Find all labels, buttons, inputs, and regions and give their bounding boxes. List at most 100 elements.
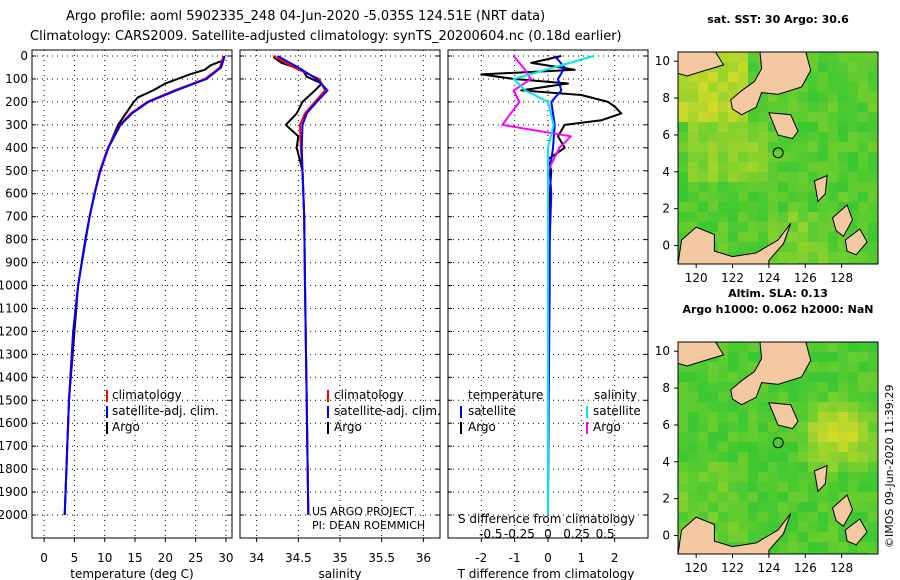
map-cell [788,242,799,253]
land-mass [678,52,725,77]
map-cell [868,202,878,213]
map-cell [868,522,878,533]
map-cell [868,92,878,103]
map-cell [858,72,869,83]
map-cell [708,122,719,133]
map-cell [688,172,699,183]
map-cell [698,432,709,443]
map-cell [828,472,839,483]
map-cell [678,182,689,193]
map-cell [758,512,769,523]
map-cell [758,122,769,133]
map-cell [768,542,779,553]
map-cell [768,432,779,443]
sst-map-ticks: 120 122 124 126 128 0 2 4 6 8 10 [655,54,853,285]
map-cell [828,162,839,173]
map-cell [698,82,709,93]
map-cell [858,212,869,223]
salinity-plot-frame [239,49,441,539]
credit-pi: PI: DEAN ROEMMICH [312,519,425,532]
map-cell [698,222,709,233]
map-cell [738,82,749,93]
map-cell [788,482,799,493]
map-cell [848,422,859,433]
map-cell [868,62,878,73]
sst-map-frame [677,51,879,265]
map-cell [818,452,829,463]
map-cell [718,52,729,63]
map-cell [858,392,869,403]
map-cell [748,182,759,193]
map-cell [748,402,759,413]
map-cell [758,382,769,393]
map-cell [868,132,878,143]
map-cell [678,422,689,433]
map-cell [708,442,719,453]
sst-map-title: sat. SST: 30 Argo: 30.6 [707,13,849,26]
map-cell [858,222,869,233]
map-cell [868,212,878,223]
map-cell [748,482,759,493]
map-cell [868,122,878,133]
map-cell [728,222,739,233]
temperature-grid [32,50,232,538]
map-cell [798,242,809,253]
s-tick-label: 0.25 [563,527,590,541]
map-cell [848,52,859,63]
salinity-axis-label: salinity [318,567,361,580]
map-cell [758,392,769,403]
map-cell [858,202,869,213]
depth-tick-label: 500 [5,164,28,178]
map-cell [688,212,699,223]
map-cell [728,202,739,213]
map-cell [868,52,878,63]
map-cell [858,192,869,203]
map-cell [778,482,789,493]
map-cell [738,352,749,363]
map-cell [868,72,878,83]
map-cell [768,552,779,554]
map-cell [728,522,739,533]
map-cell [718,372,729,383]
map-cell [848,432,859,443]
map-cell [828,362,839,373]
map-cell [688,432,699,443]
map-cell [868,192,878,203]
map-cell [858,172,869,183]
map-cell [808,342,819,353]
map-cell [838,142,849,153]
map-cell [868,222,878,233]
map-cell [858,432,869,443]
map-cell [858,82,869,93]
map-cell [868,442,878,453]
map-cell [778,102,789,113]
map-cell [768,412,779,423]
legend-label-climatology: climatology [334,388,404,402]
map-cell [858,122,869,133]
map-cell [828,422,839,433]
map-y-tick-label: 0 [662,239,670,253]
map-cell [798,112,809,123]
map-cell [868,412,878,423]
map-cell [738,362,749,373]
map-cell [728,232,739,243]
map-cell [748,242,759,253]
map-cell [868,482,878,493]
map-cell [828,382,839,393]
land-mass [768,402,799,430]
map-cell [798,132,809,143]
depth-tick-label: 1700 [0,439,28,453]
t-difference-axis-label: T difference from climatology [457,567,635,580]
s-tick-label: -0.25 [504,527,535,541]
temperature-legend: climatology satellite-adj. clim. Argo [106,388,219,434]
map-cell [848,92,859,103]
map-cell [788,382,799,393]
map-cell [868,182,878,193]
map-cell [758,532,769,543]
map-cell [798,172,809,183]
map-cell [858,512,869,523]
map-x-tick-label: 126 [794,271,817,285]
map-cell [828,442,839,453]
map-cell [688,362,699,373]
map-cell [748,192,759,203]
